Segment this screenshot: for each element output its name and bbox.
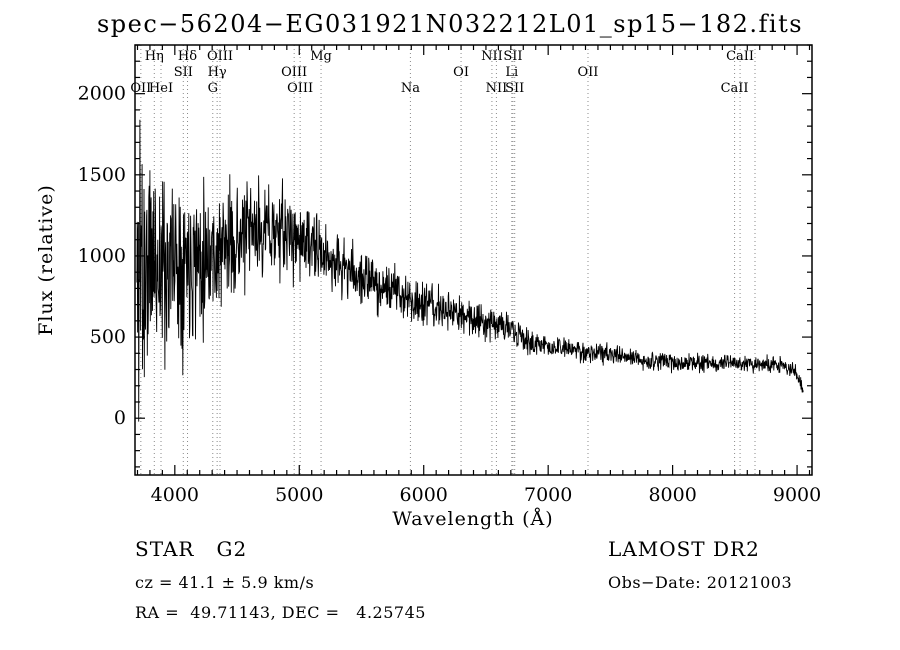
spectral-line-label: NII [481,49,503,64]
spectral-line-label: OIII [287,81,313,96]
survey-label: LAMOST DR2 [608,537,760,561]
x-tick-label: 5000 [275,484,323,506]
spectral-line-label: Hδ [178,49,197,64]
spectral-line-label: SII [503,49,522,64]
y-tick-label: 0 [114,407,126,429]
x-tick-label: 9000 [773,484,821,506]
cz-value: cz = 41.1 ± 5.9 km/s [135,573,315,592]
spectral-line-label: NII [486,81,508,96]
plot-frame [134,44,813,476]
y-tick-label: 500 [90,326,126,348]
spectral-line-label: SII [505,81,524,96]
y-tick-label: 1500 [78,164,126,186]
spectrum-trace-group [136,119,804,422]
spectral-line-label: CaII [721,81,749,96]
spectral-line-label: G [208,81,218,96]
figure-title: spec−56204−EG031921N032212L01_sp15−182.f… [96,10,804,38]
spectral-line-label: OII [578,65,599,80]
spectrum-trace [136,119,804,422]
object-class-label: STAR G2 [135,537,248,561]
tick-labels: 4000 5000 6000 7000 8000 9000 0 500 1000 1500 2000 [78,83,822,506]
spectral-line-label: Na [401,81,420,96]
spectral-line-label: OI [453,65,469,80]
spectral-line-label: OIII [207,49,233,64]
y-tick-label: 2000 [78,83,126,105]
axes: 4000 5000 6000 7000 8000 9000 0 500 1000 1500 2000 [78,44,822,506]
y-tick-label: 1000 [78,245,126,267]
spectral-line-label: OIII [281,65,307,80]
spectral-line-label: Hγ [208,65,227,80]
ra-dec-value: RA = 49.71143, DEC = 4.25745 [135,603,426,622]
spectral-line-label: HeI [149,81,173,96]
x-tick-label: 4000 [151,484,199,506]
x-axis-label: Wavelength (Å) [392,508,553,530]
spectral-line-label: Mg [310,49,332,64]
spectral-line-label: Hη [145,49,164,64]
spectral-line-label: Li [505,65,518,80]
axis-ticks [135,44,812,475]
spectral-line-label: SII [174,65,193,80]
x-tick-label: 8000 [648,484,696,506]
x-tick-label: 6000 [400,484,448,506]
obs-date: Obs−Date: 20121003 [608,573,793,592]
y-axis-label: Flux (relative) [35,184,57,336]
x-tick-label: 7000 [524,484,572,506]
spectral-line-label: CaII [726,49,754,64]
